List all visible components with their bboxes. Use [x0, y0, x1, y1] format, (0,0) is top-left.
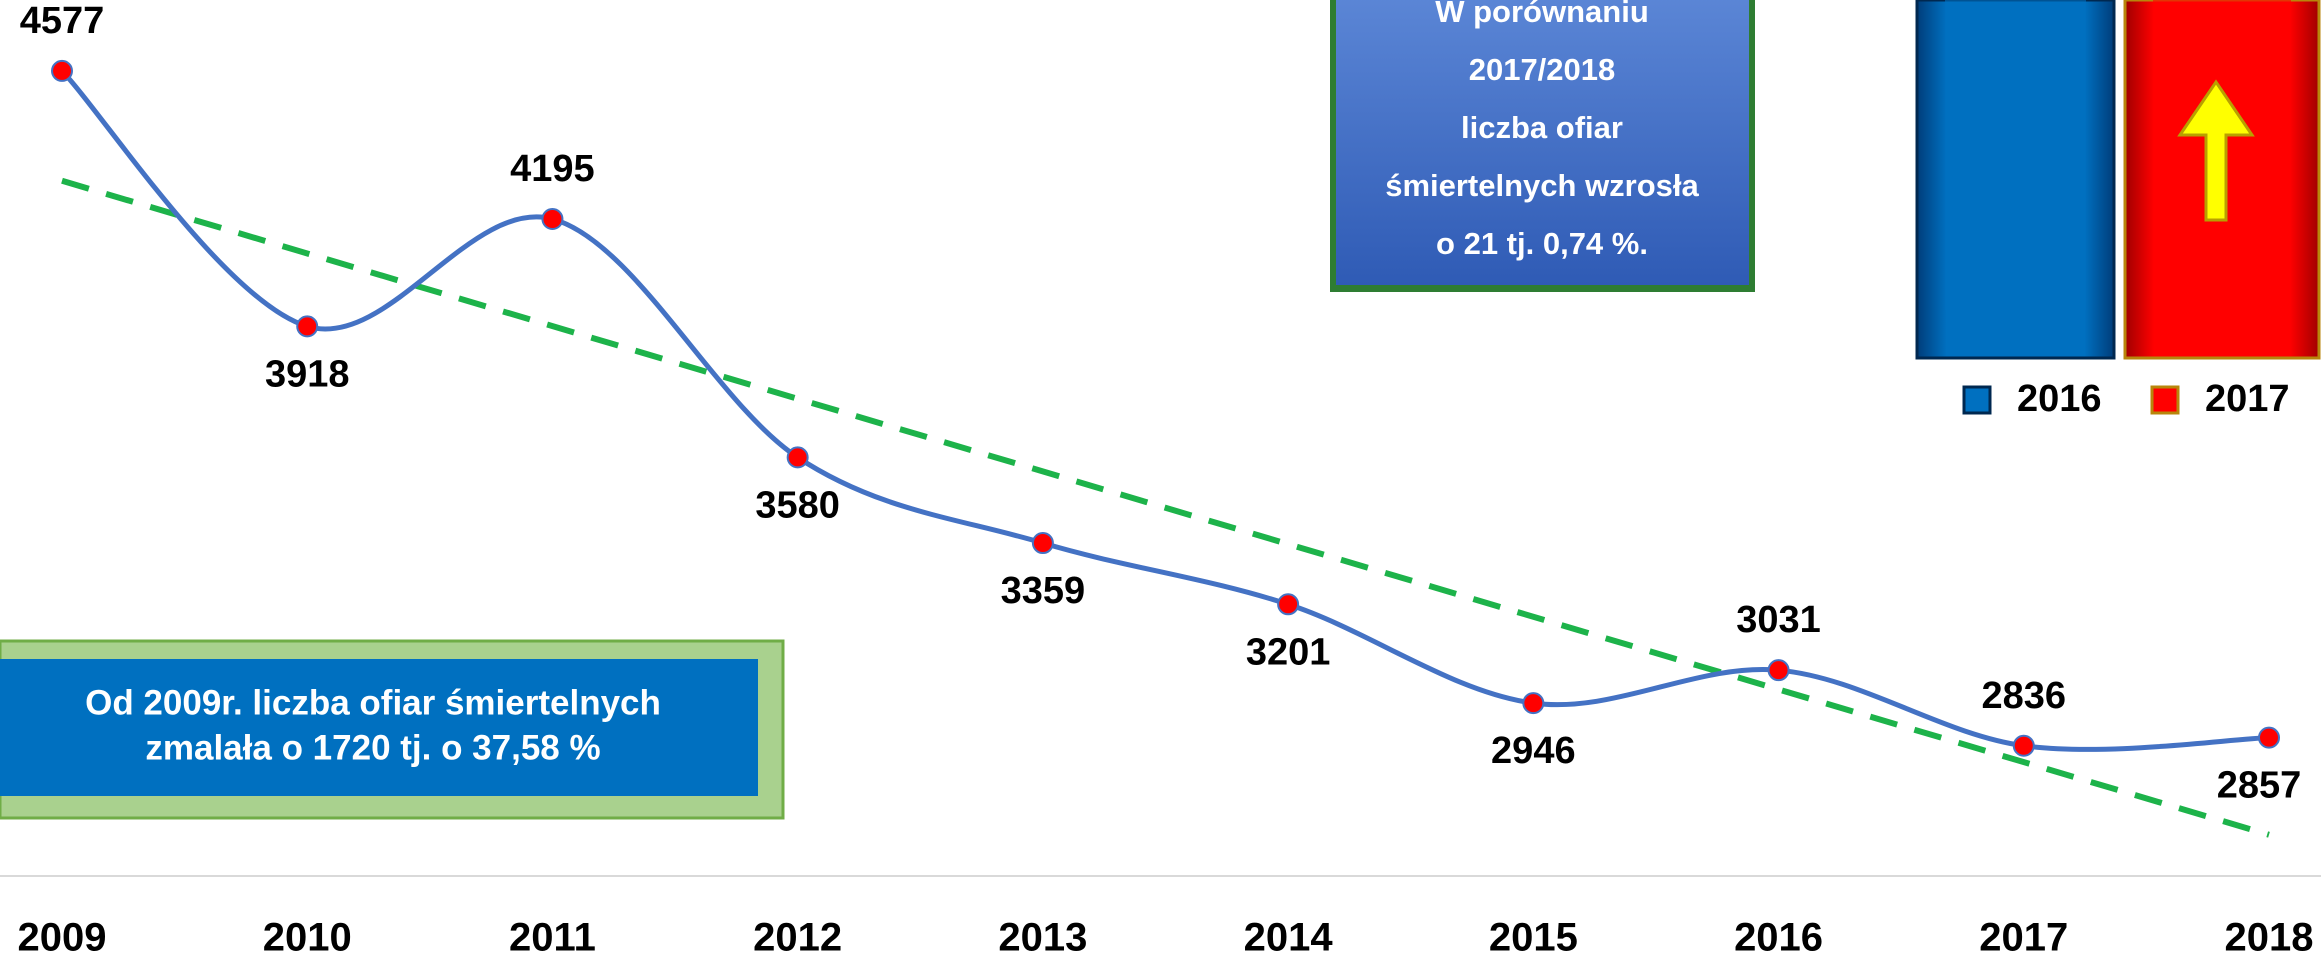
- data-point: [1031, 532, 1054, 555]
- data-label: 2946: [1491, 730, 1576, 772]
- annotation-text: 2017/2018: [1469, 52, 1616, 87]
- data-point: [1522, 692, 1545, 715]
- data-point: [296, 315, 319, 338]
- x-tick-label: 2018: [2225, 916, 2314, 959]
- legend-label: 2016: [2017, 378, 2102, 420]
- data-label: 2836: [1982, 675, 2067, 717]
- annotation-text: zmalała o 1720 tj. o 37,58 %: [145, 728, 600, 767]
- annotation-box: [0, 659, 758, 796]
- inset-bevel: [1945, 0, 2086, 310]
- data-point: [541, 208, 564, 230]
- data-point: [1277, 593, 1300, 616]
- legend-swatch: [2150, 385, 2180, 415]
- annotation-text: śmiertelnych wzrosła: [1385, 168, 1699, 203]
- data-label: 4577: [20, 0, 105, 42]
- x-tick-label: 2016: [1734, 916, 1823, 959]
- data-point: [786, 446, 809, 469]
- trend-line: [61, 177, 2270, 838]
- data-label: 3031: [1736, 599, 1821, 641]
- x-tick-label: 2012: [753, 916, 842, 959]
- data-point: [51, 59, 73, 82]
- annotation-box: [1336, 0, 1749, 285]
- annotation-text: o 21 tj. 0,74 %.: [1436, 226, 1648, 261]
- data-point: [2012, 734, 2035, 757]
- line-series: [60, 69, 2270, 752]
- data-label: 3201: [1246, 631, 1331, 673]
- arrow-up: [2177, 79, 2255, 222]
- annotation-text: Od 2009r. liczba ofiar śmiertelnych: [85, 683, 661, 722]
- data-label: 3580: [755, 484, 840, 526]
- data-label: 4195: [510, 148, 595, 190]
- x-tick-label: 2010: [263, 916, 352, 959]
- data-point: [2258, 726, 2280, 749]
- annotation-text: liczba ofiar: [1461, 110, 1623, 145]
- data-label: 2857: [2217, 765, 2302, 807]
- data-point: [1767, 659, 1790, 682]
- x-tick-label: 2009: [18, 916, 107, 959]
- legend-label: 2017: [2205, 378, 2290, 420]
- inset-chart: [1915, 0, 2321, 360]
- x-tick-label: 2014: [1244, 916, 1334, 959]
- data-label: 3359: [1001, 570, 1086, 612]
- x-tick-label: 2013: [998, 916, 1087, 959]
- x-tick-label: 2015: [1489, 916, 1578, 959]
- data-label: 3918: [265, 353, 350, 395]
- x-tick-label: 2011: [509, 916, 596, 959]
- x-tick-label: 2017: [1979, 916, 2068, 959]
- legend-swatch: [1962, 385, 1992, 415]
- annotation-text: W porównaniu: [1435, 0, 1649, 29]
